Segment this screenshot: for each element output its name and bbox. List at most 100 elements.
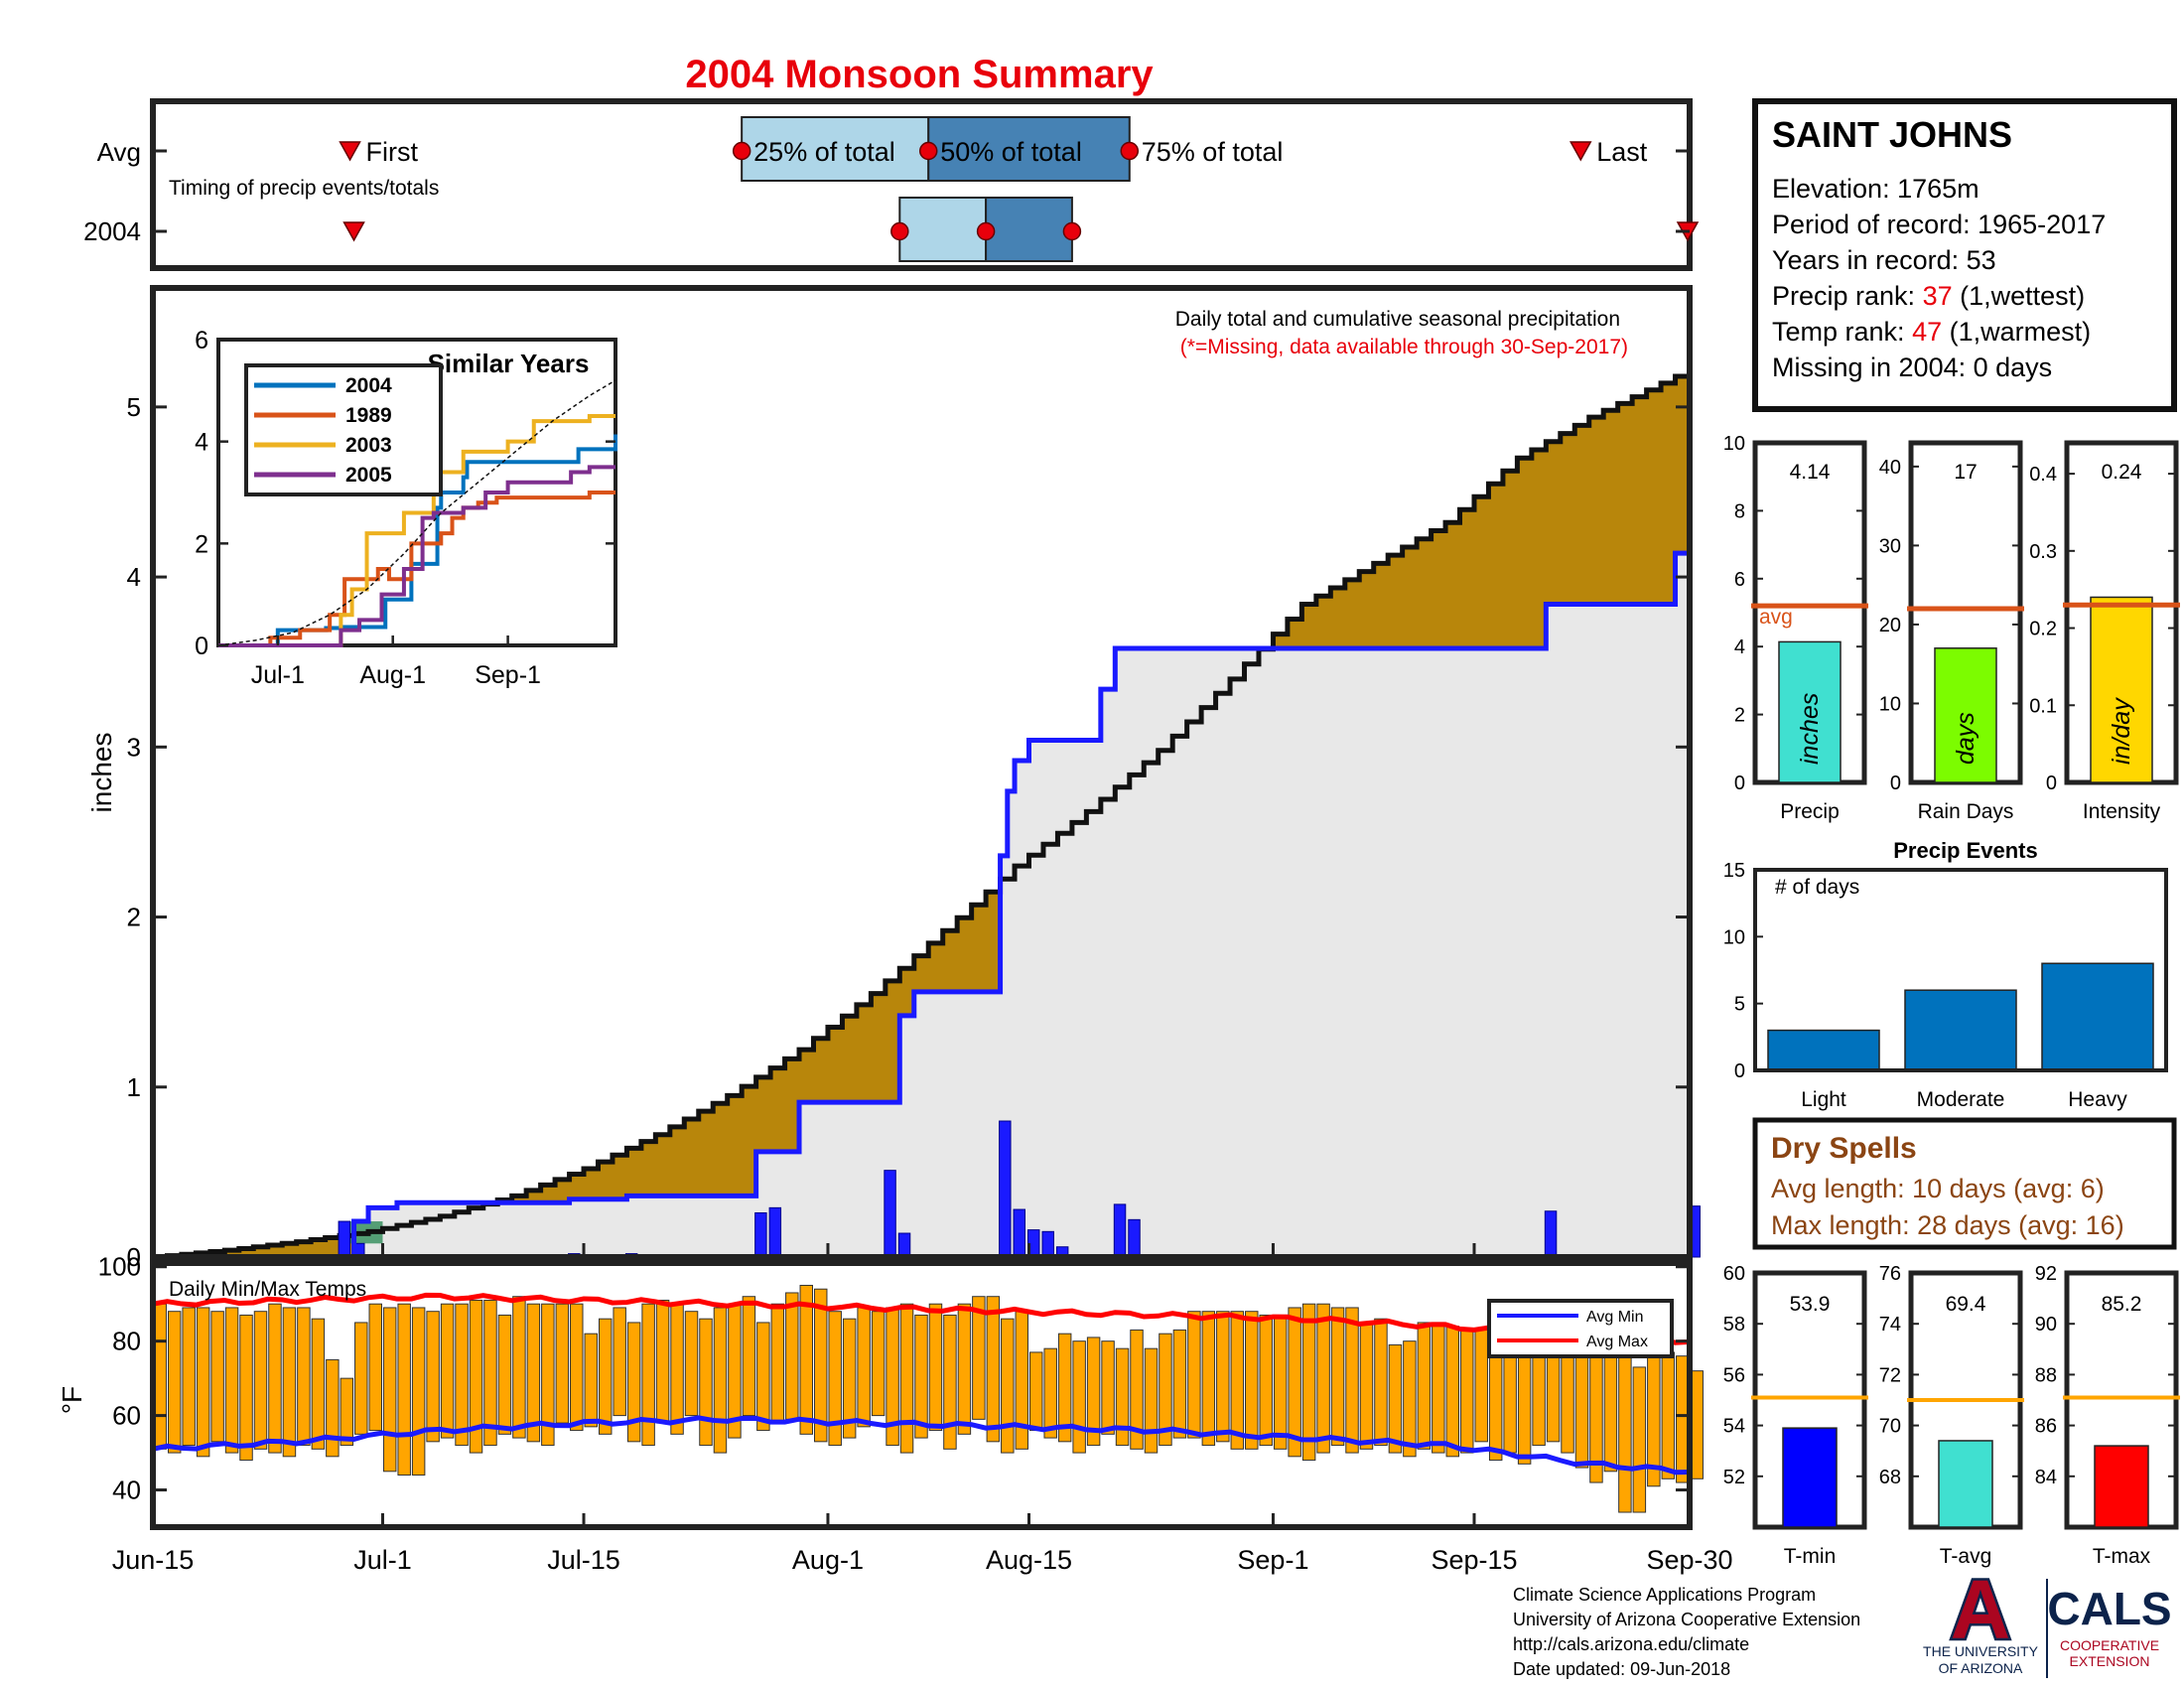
main-panel-frame [150, 285, 1693, 1260]
temp-summary-bar-1 [1938, 1440, 1993, 1528]
temp-ytick-label: 60 [112, 1401, 141, 1431]
temp-range-bar [684, 1311, 699, 1417]
daily-precip-bar [1041, 1230, 1054, 1258]
temp-range-bar [224, 1307, 239, 1454]
temp-range-bar [972, 1296, 986, 1420]
temp-rank-label: Temp rank: [1772, 317, 1912, 347]
summary-ytick-label: 8 [1734, 500, 1745, 522]
dry-spells-max: Max length: 28 days (avg: 16) [1771, 1210, 2124, 1240]
daily-precip-bar [884, 1170, 896, 1258]
avg-cumulative-outline [153, 369, 1693, 1260]
main-ytick-label: 2 [127, 903, 141, 932]
summary-ytick-label: 6 [1734, 569, 1745, 591]
main-ylabel: inches [86, 733, 117, 813]
inset-legend: 2004 1989 2003 2005 [244, 363, 443, 496]
page-title: 2004 Monsoon Summary [685, 53, 1154, 96]
inset-legend-label: 2003 [345, 434, 392, 457]
temp-range-bar [354, 1322, 368, 1435]
date-tick-label: Sep-1 [1237, 1545, 1308, 1575]
main-ytick-label: 5 [127, 392, 141, 422]
temp-summary-category-label: T-avg [1940, 1545, 1992, 1568]
temp-range-bar [928, 1303, 943, 1432]
event-ytick-label: 15 [1723, 860, 1745, 882]
precip-events-title: Precip Events [1893, 838, 2038, 863]
date-tick-labels: Jun-15 Jul-1 Jul-15 Aug-1 Aug-15 Sep-1 Sep-15 S… [112, 1243, 1733, 1575]
timing-p25-label: 25% of total [753, 137, 895, 167]
temp-range-bar [282, 1307, 297, 1458]
temp-range-bar [1661, 1351, 1676, 1479]
avg-p25-dot [732, 141, 751, 161]
station-temp-rank: Temp rank: 47 (1,warmest) [1772, 317, 2091, 347]
avg-q1-box [741, 116, 930, 182]
temp-range-bar [1130, 1329, 1144, 1450]
temp-range-bar [1618, 1355, 1632, 1513]
temp-ytick-label: 100 [98, 1252, 141, 1282]
precip-events-annotation: # of days [1775, 876, 1859, 899]
y2004-p50-dot [976, 221, 996, 241]
temp-range-bar [1086, 1336, 1101, 1447]
inset-ytick-label: 6 [195, 327, 208, 354]
inset-ytick-label: 4 [195, 429, 208, 457]
footer: Climate Science Applications Program Uni… [1513, 1585, 1860, 1679]
temp-range-bar [555, 1303, 570, 1424]
inset-legend-label: 2004 [345, 374, 392, 397]
temp-summary-ytick-label: 70 [1879, 1416, 1901, 1438]
avg-p75-dot [1120, 141, 1140, 161]
avg-max-line [152, 1292, 1691, 1345]
summary-category-label: Precip [1780, 800, 1840, 823]
temp-y-axis: 40 60 80 100 [98, 1252, 1690, 1505]
summary-unit-label: days [1952, 712, 1979, 765]
cumulative-2004-line [153, 550, 1690, 1260]
summary-ytick-label: 20 [1879, 615, 1901, 636]
summary-value-label: 4.14 [1790, 461, 1831, 484]
temp-summary-ytick-label: 84 [2035, 1467, 2057, 1488]
cals-logo-text: CALS [2047, 1583, 2171, 1634]
temp-range-bar [584, 1333, 598, 1428]
temp-summary-ytick-label: 72 [1879, 1364, 1901, 1386]
temp-range-bar [1330, 1307, 1345, 1447]
temp-range-bar [1144, 1347, 1159, 1454]
main-note-line1: Daily total and cumulative seasonal prec… [1175, 308, 1620, 331]
temp-summary-ytick-label: 90 [2035, 1314, 2057, 1336]
precip-rank-note: (1,wettest) [1953, 281, 2086, 311]
footer-line1: Climate Science Applications Program [1513, 1585, 1816, 1605]
ua-logo-line1: THE UNIVERSITY [1923, 1643, 2039, 1659]
station-period: Period of record: 1965-2017 [1772, 210, 2106, 239]
daily-precip-bar [999, 1120, 1012, 1258]
summary-unit-label: inches [1796, 693, 1824, 765]
precip-rank-value: 37 [1923, 281, 1953, 311]
temp-summary-category-label: T-max [2093, 1545, 2151, 1568]
temp-summary-ytick-label: 74 [1879, 1314, 1901, 1336]
temp-range-bar [483, 1299, 497, 1447]
main-y-axis: 0 1 2 3 4 5 [127, 392, 1690, 1272]
temp-ytick-label: 80 [112, 1327, 141, 1356]
timing-p50-label: 50% of total [940, 137, 1082, 167]
daily-precip-bar [768, 1206, 782, 1258]
temp-range-bar [1345, 1307, 1359, 1454]
summary-ytick-label: 0 [2046, 773, 2057, 794]
summary-ytick-label: 10 [1723, 433, 1745, 455]
avg-q2-box [927, 116, 1131, 182]
event-category-label: Moderate [1917, 1088, 2005, 1111]
temp-range-bar [1072, 1340, 1086, 1454]
temp-rank-note: (1,warmest) [1942, 317, 2091, 347]
footer-line2: University of Arizona Cooperative Extens… [1513, 1610, 1860, 1629]
temp-range-bar [842, 1318, 857, 1439]
footer-line3: http://cals.arizona.edu/climate [1513, 1634, 1749, 1654]
temp-summary-ytick-label: 88 [2035, 1364, 2057, 1386]
cals-logo-line2: EXTENSION [2070, 1653, 2150, 1669]
temp-range-bar [813, 1288, 828, 1443]
date-tick-label: Sep-30 [1646, 1545, 1732, 1575]
temp-summary-value-label: 69.4 [1946, 1293, 1986, 1316]
date-tick-label: Sep-15 [1431, 1545, 1517, 1575]
season-summary-panels: inches 4.14 Precip 0 2 4 6 8 10 days 17 Rain Days 0 1… [1723, 433, 2180, 823]
dry-spells-title: Dry Spells [1771, 1132, 1917, 1165]
inset-line-2005 [218, 465, 615, 647]
summary-ytick-label: 0 [1890, 773, 1901, 794]
y2004-p75-dot [1062, 221, 1082, 241]
temp-range-bar [239, 1314, 253, 1462]
summary-ytick-label: 2 [1734, 705, 1745, 727]
temp-range-bar [899, 1303, 914, 1454]
temp-range-bar [1159, 1333, 1172, 1447]
